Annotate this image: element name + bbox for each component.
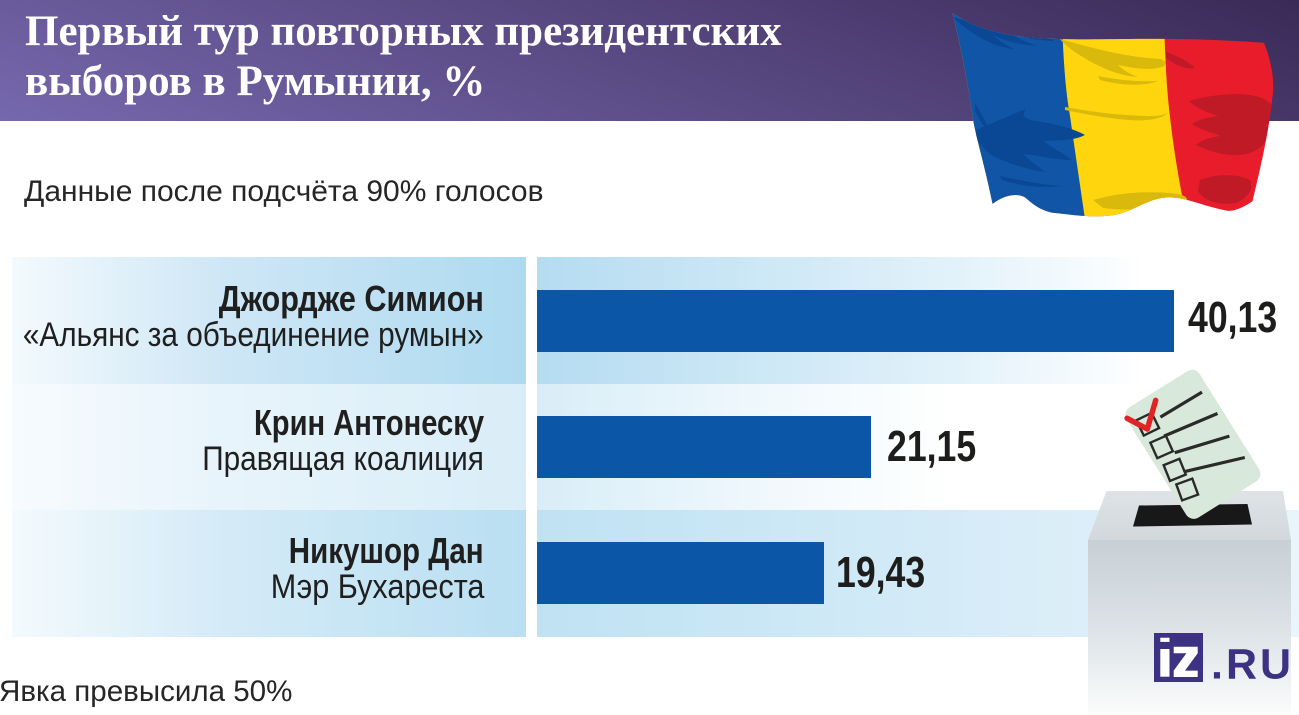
- svg-text:.RU: .RU: [1211, 640, 1294, 684]
